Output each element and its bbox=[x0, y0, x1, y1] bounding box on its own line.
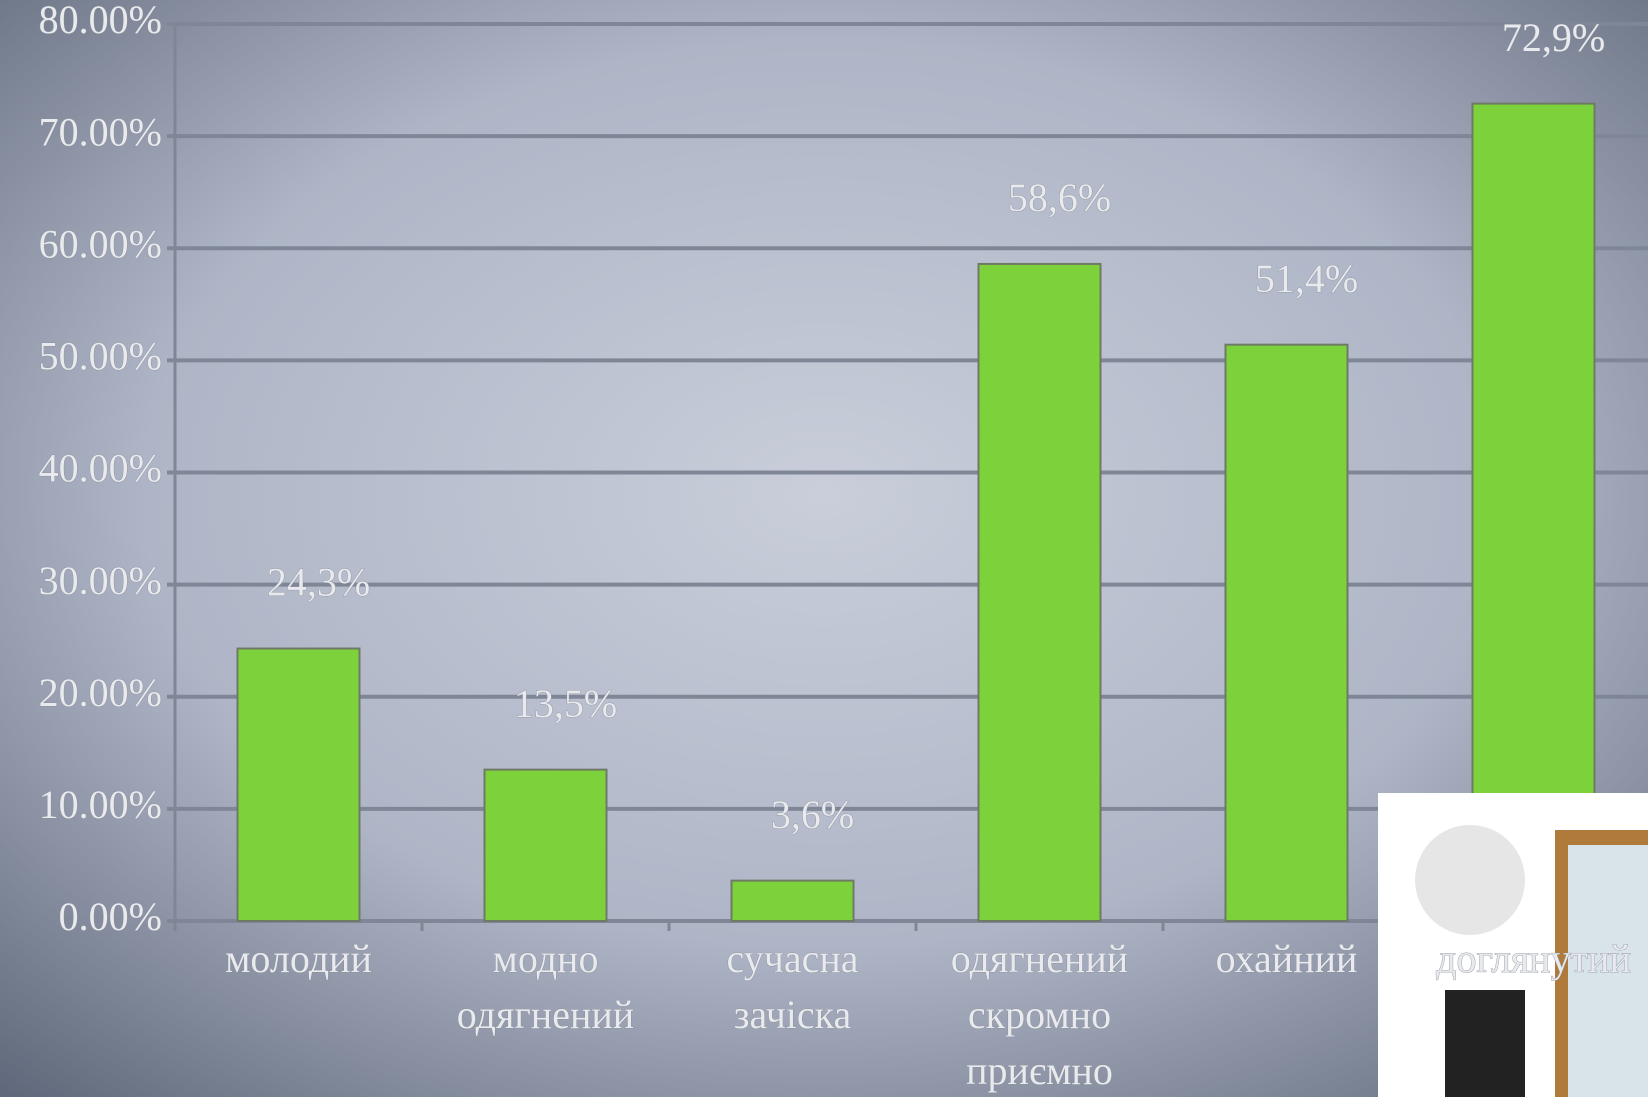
y-tick-label: 60.00% bbox=[39, 221, 162, 266]
value-label: 13,5% bbox=[514, 681, 617, 726]
y-tick-label: 70.00% bbox=[39, 109, 162, 154]
y-tick-label: 0.00% bbox=[59, 894, 162, 939]
x-tick-label: доглянутий bbox=[1436, 936, 1631, 981]
bar bbox=[977, 262, 1102, 922]
value-label: 72,9% bbox=[1502, 15, 1605, 60]
bar bbox=[1471, 102, 1596, 922]
bar bbox=[1224, 343, 1349, 922]
value-label: 24,3% bbox=[267, 560, 370, 605]
value-label: 3,6% bbox=[771, 792, 854, 837]
y-tick-label: 80.00% bbox=[39, 0, 162, 42]
bar bbox=[236, 647, 361, 922]
y-tick-label: 40.00% bbox=[39, 446, 162, 491]
y-tick-label: 30.00% bbox=[39, 558, 162, 603]
bar bbox=[730, 879, 855, 923]
x-tick-label: одягнений скромно приємно bbox=[951, 936, 1128, 1093]
y-tick-label: 50.00% bbox=[39, 334, 162, 379]
value-label: 51,4% bbox=[1255, 256, 1358, 301]
x-tick-label: модно одягнений bbox=[457, 936, 634, 1037]
x-tick-label: сучасна зачіска bbox=[726, 936, 858, 1037]
bar bbox=[483, 768, 608, 922]
illustration bbox=[1378, 793, 1648, 1097]
value-label: 58,6% bbox=[1008, 175, 1111, 220]
x-tick-label: молодий bbox=[225, 936, 372, 981]
x-tick-label: охайний bbox=[1216, 936, 1358, 981]
y-tick-label: 10.00% bbox=[39, 782, 162, 827]
y-tick-label: 20.00% bbox=[39, 670, 162, 715]
